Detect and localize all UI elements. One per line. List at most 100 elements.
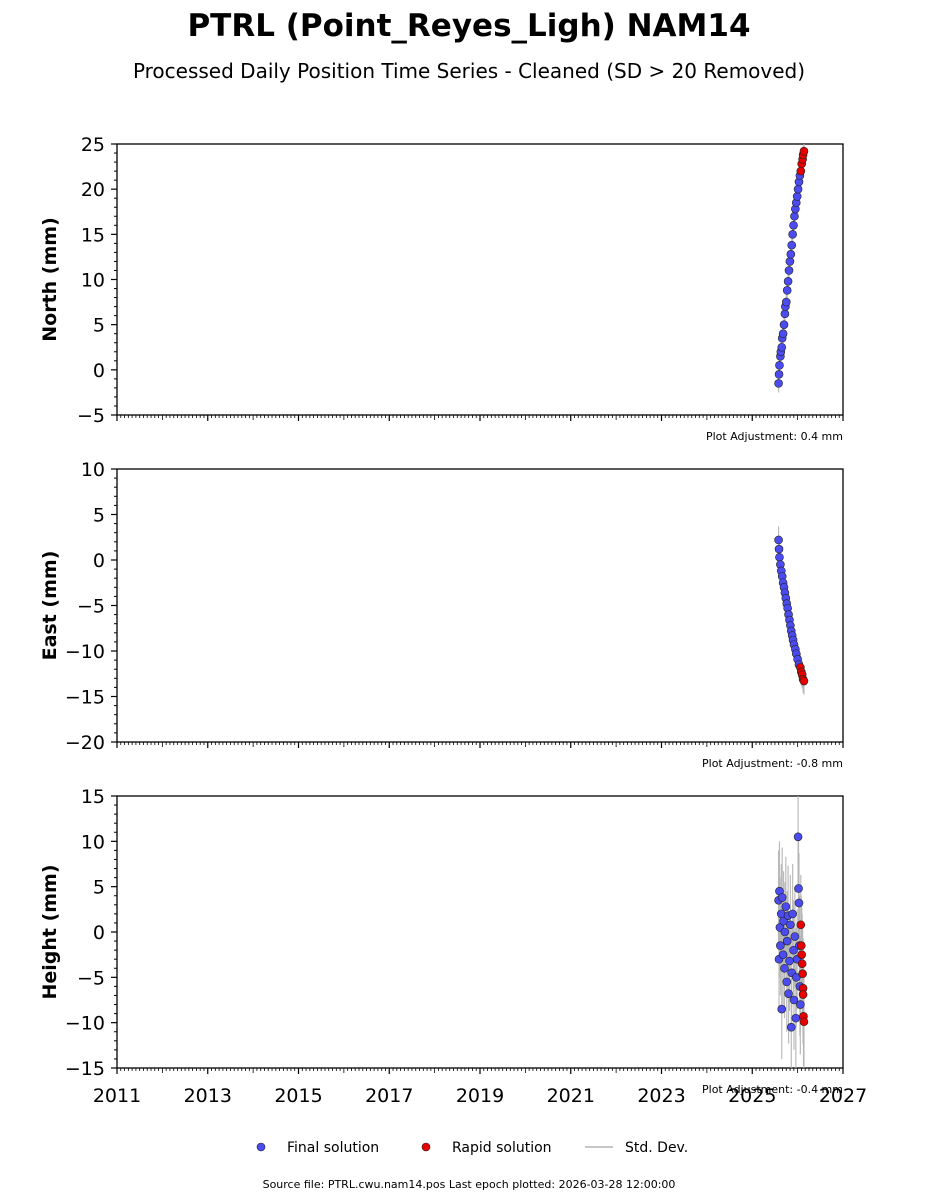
final-point	[786, 1022, 796, 1032]
y-tick-label: 10	[81, 459, 105, 481]
y-tick-label: 0	[93, 360, 105, 382]
rapid-point	[799, 676, 809, 686]
y-tick-label: −20	[65, 732, 105, 754]
x-tick-labels: 2011 2013 2015 2017 2019 2021 2023 2025 2027	[93, 1085, 867, 1107]
final-point	[786, 249, 796, 259]
legend-item-final: Final solution	[256, 1140, 379, 1156]
legend-rapid-marker	[421, 1142, 431, 1152]
final-point	[792, 192, 802, 201]
rapid-point	[796, 920, 806, 930]
y-axis-ticks: −20 −15 −10 −5 0 5 10	[65, 459, 117, 754]
final-point	[784, 266, 794, 275]
final-point	[775, 552, 784, 562]
y-tick-label: −15	[65, 1058, 105, 1080]
y-axis-label: East (mm)	[39, 551, 61, 661]
panel-east: −20 −15 −10 −5 0 5 10 East (mm) Plot Adjustment:…	[39, 459, 844, 770]
data-points	[774, 535, 809, 686]
rapid-point	[797, 959, 807, 969]
chart-subtitle: Processed Daily Position Time Series - C…	[133, 59, 805, 83]
y-tick-label: −5	[77, 967, 105, 989]
y-tick-label: −5	[77, 405, 105, 427]
y-tick-label: 5	[93, 315, 105, 337]
y-tick-label: −5	[77, 596, 105, 618]
rapid-point	[796, 941, 806, 950]
final-point	[782, 286, 792, 295]
x-tick-label: 2013	[184, 1085, 232, 1107]
panel-height: −15 −10 −5 0 5 10 15 Height (mm) Plot Adjustment…	[39, 786, 844, 1096]
final-point	[794, 884, 803, 893]
footer-source: Source file: PTRL.cwu.nam14.pos Last epo…	[263, 1178, 676, 1191]
y-axis-ticks: −5 0 5 10 15 20 25	[77, 134, 117, 427]
y-tick-label: −15	[65, 687, 105, 709]
y-tick-label: 15	[81, 224, 105, 246]
x-tick-label: 2015	[274, 1085, 322, 1107]
rapid-point	[796, 166, 806, 176]
final-point	[779, 320, 789, 329]
y-tick-label: 5	[93, 505, 105, 527]
final-point	[788, 230, 797, 239]
final-point	[785, 956, 794, 966]
final-point	[781, 297, 791, 307]
y-axis-label: Height (mm)	[39, 864, 61, 999]
final-point	[791, 973, 801, 982]
legend-final-marker	[256, 1142, 266, 1152]
plot-adjustment: Plot Adjustment: -0.8 mm	[702, 757, 843, 770]
final-point	[774, 370, 784, 379]
legend: Final solution Rapid solution Std. Dev.	[256, 1140, 688, 1156]
legend-rapid-label: Rapid solution	[452, 1140, 552, 1156]
x-tick-label: 2017	[365, 1085, 413, 1107]
final-point	[789, 945, 798, 955]
final-point	[786, 920, 795, 930]
final-point	[793, 832, 803, 842]
final-point	[784, 989, 793, 998]
y-tick-label: −10	[65, 1013, 105, 1035]
data-points	[774, 832, 809, 1032]
final-point	[783, 277, 793, 286]
final-point	[789, 221, 798, 230]
final-point	[774, 535, 783, 545]
y-tick-label: 20	[81, 179, 105, 201]
x-tick-label: 2021	[547, 1085, 595, 1107]
data-points	[774, 146, 809, 388]
rapid-point	[799, 146, 809, 156]
final-point	[780, 963, 789, 973]
x-axis-ticks	[116, 1068, 844, 1074]
final-point	[796, 1000, 805, 1009]
x-axis-ticks	[116, 415, 844, 421]
y-tick-label: 5	[93, 877, 105, 899]
plot-adjustment: Plot Adjustment: -0.4 mm	[702, 1083, 843, 1096]
x-tick-label: 2019	[456, 1085, 504, 1107]
final-point	[794, 898, 804, 908]
final-point	[785, 257, 795, 266]
plot-adjustment: Plot Adjustment: 0.4 mm	[706, 430, 843, 443]
x-axis-ticks	[116, 742, 844, 748]
y-axis-label: North (mm)	[39, 217, 61, 342]
x-tick-label: 2023	[637, 1085, 685, 1107]
legend-item-std: Std. Dev.	[585, 1140, 688, 1156]
final-point	[782, 936, 792, 946]
final-point	[775, 361, 784, 370]
final-point	[791, 1013, 801, 1023]
final-point	[782, 977, 792, 987]
final-point	[790, 211, 799, 221]
final-point	[778, 329, 788, 339]
rapid-point	[798, 990, 808, 999]
x-tick-label: 2011	[93, 1085, 141, 1107]
final-point	[777, 342, 787, 352]
y-tick-label: 25	[81, 134, 105, 156]
final-point	[777, 893, 787, 902]
rapid-point	[799, 1017, 809, 1027]
rapid-point	[798, 969, 807, 979]
y-axis-ticks: −15 −10 −5 0 5 10 15	[65, 786, 117, 1080]
legend-item-rapid: Rapid solution	[421, 1140, 552, 1156]
chart-title: PTRL (Point_Reyes_Ligh) NAM14	[187, 8, 750, 44]
final-point	[780, 309, 790, 319]
y-tick-label: 10	[81, 270, 105, 292]
final-point	[774, 544, 784, 554]
final-point	[774, 379, 783, 388]
x-tick-label: 2025	[728, 1085, 776, 1107]
y-tick-label: 0	[93, 922, 105, 944]
y-tick-label: 15	[81, 786, 105, 808]
final-point	[790, 932, 800, 941]
